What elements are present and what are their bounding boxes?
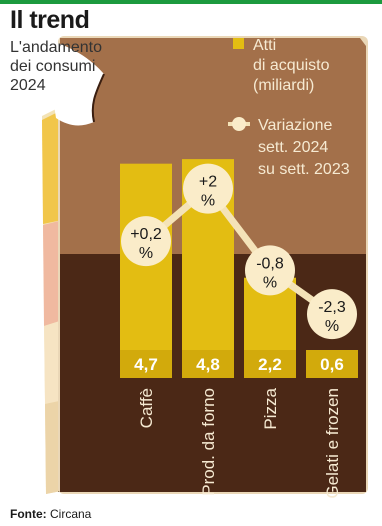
category-label: Gelati e frozen bbox=[323, 388, 342, 499]
variation-label: -0,8% bbox=[256, 255, 284, 291]
category-label: Pizza bbox=[261, 387, 280, 429]
legend-marker-swatch bbox=[232, 117, 246, 131]
source-label: Fonte: bbox=[10, 507, 47, 521]
bar-value-bg bbox=[244, 350, 296, 378]
variation-line bbox=[143, 185, 335, 318]
source-note: Fonte: Circana bbox=[10, 507, 91, 521]
top-accent-bar bbox=[0, 0, 382, 4]
bar-value-bg bbox=[120, 350, 172, 378]
category-label: Prod. da forno bbox=[199, 388, 218, 496]
variation-label: +0,2% bbox=[130, 226, 162, 262]
variation-label: -2,3% bbox=[318, 299, 346, 335]
variation-marker bbox=[183, 163, 233, 214]
legend-bar-label: Atti di acquisto (miliardi) bbox=[253, 37, 334, 94]
variation-marker bbox=[245, 245, 295, 296]
bar-value-label: 2,2 bbox=[258, 355, 282, 374]
bite-mark bbox=[44, 40, 104, 126]
legend-line-label: Variazione sett. 2024 su sett. 2023 bbox=[258, 117, 350, 178]
variation-marker bbox=[121, 216, 171, 267]
bar bbox=[120, 163, 172, 378]
legend: Atti di acquisto (miliardi) Variazione s… bbox=[228, 37, 350, 178]
bar-value-label: 0,6 bbox=[320, 355, 344, 374]
slab-layer-yellow bbox=[42, 110, 62, 224]
source-value: Circana bbox=[50, 507, 92, 521]
bar-value-bg bbox=[306, 350, 358, 378]
bar-value-label: 4,8 bbox=[196, 355, 220, 374]
category-label: Caffè bbox=[137, 388, 156, 428]
bite-edge bbox=[91, 73, 105, 123]
variation-marker bbox=[307, 289, 357, 340]
chart-subtitle: L'andamento dei consumi 2024 bbox=[10, 39, 103, 94]
chart-title: Il trend bbox=[10, 6, 90, 34]
variation-label: +2% bbox=[199, 174, 217, 210]
bar-value-label: 4,7 bbox=[134, 355, 158, 374]
bar-value-bg bbox=[182, 350, 234, 378]
legend-bar-swatch bbox=[233, 38, 244, 49]
